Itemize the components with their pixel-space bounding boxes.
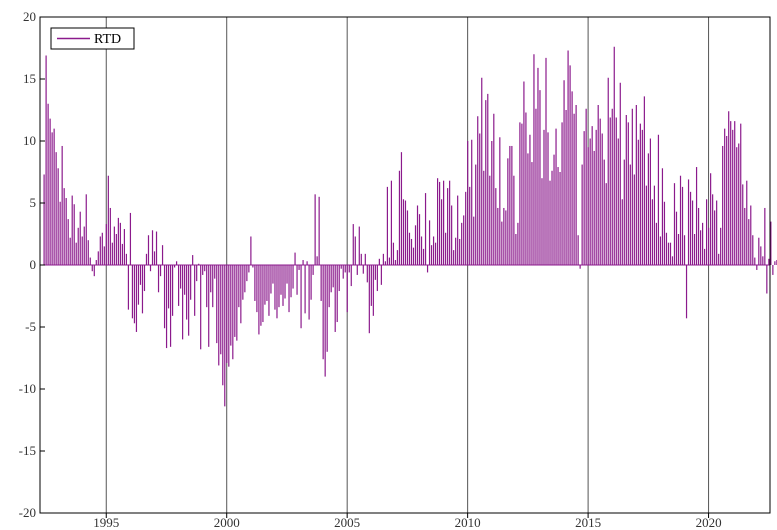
y-tick-label: -5	[25, 319, 36, 334]
y-tick-label: -15	[19, 443, 36, 458]
y-tick-label: 5	[30, 195, 37, 210]
x-tick-label: 2005	[334, 515, 360, 530]
y-tick-label: -20	[19, 505, 36, 520]
y-tick-label: 0	[30, 257, 37, 272]
y-tick-label: 10	[23, 133, 36, 148]
y-tick-label: -10	[19, 381, 36, 396]
y-tick-label: 20	[23, 9, 36, 24]
y-axis: 20 15 10 5 0 -5 -10 -15 -20	[19, 9, 45, 520]
legend: RTD	[50, 27, 135, 50]
x-tick-label: 2000	[214, 515, 240, 530]
x-tick-label: 1995	[93, 515, 119, 530]
x-axis: 1995 2000 2005 2010 2015 2020	[93, 513, 722, 530]
rtd-bars	[43, 46, 777, 407]
x-tick-label: 2010	[455, 515, 481, 530]
legend-box	[50, 27, 135, 50]
legend-label: RTD	[94, 32, 121, 47]
x-tick-label: 2020	[696, 515, 722, 530]
x-tick-label: 2015	[575, 515, 601, 530]
y-tick-label: 15	[23, 71, 36, 86]
